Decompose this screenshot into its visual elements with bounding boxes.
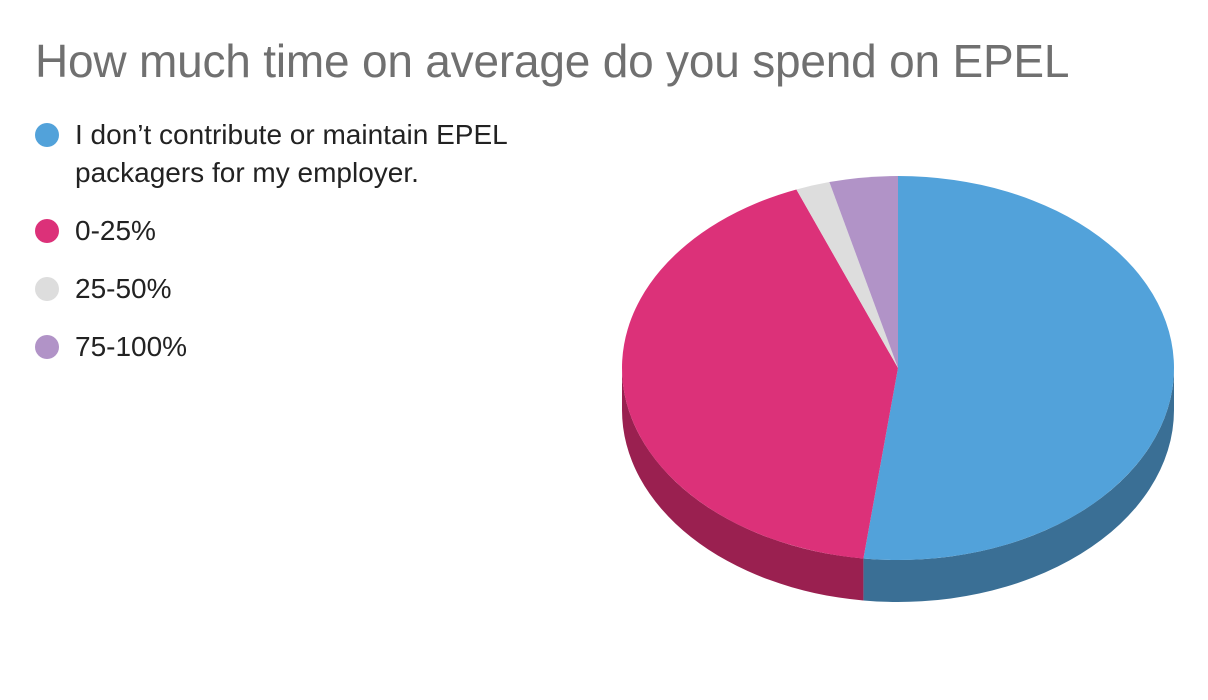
pie-slice-25-50 xyxy=(796,182,898,368)
legend-item-0-25: 0-25% xyxy=(35,212,595,250)
legend-item-no-contribution: I don’t contribute or maintain EPEL pack… xyxy=(35,116,575,192)
legend-label-75-100: 75-100% xyxy=(75,331,188,362)
legend-item-25-50: 25-50% xyxy=(35,270,595,308)
legend-label-0-25: 0-25% xyxy=(75,215,156,246)
pie-slice-75-100 xyxy=(829,176,898,368)
legend-swatch-no-contribution xyxy=(35,123,59,147)
pie-slice-0-25 xyxy=(621,189,898,559)
pie-slice-no-contribution xyxy=(863,176,1174,560)
pie-side-0-25 xyxy=(622,368,864,601)
legend-label-no-contribution: I don’t contribute or maintain EPEL pack… xyxy=(75,119,507,188)
legend-swatch-0-25 xyxy=(35,219,59,243)
legend-swatch-75-100 xyxy=(35,335,59,359)
chart-title: How much time on average do you spend on… xyxy=(35,35,1070,87)
legend-label-25-50: 25-50% xyxy=(75,273,172,304)
legend: I don’t contribute or maintain EPEL pack… xyxy=(35,116,595,386)
pie-side-no-contribution xyxy=(863,368,1174,602)
legend-item-75-100: 75-100% xyxy=(35,328,595,366)
legend-swatch-25-50 xyxy=(35,277,59,301)
